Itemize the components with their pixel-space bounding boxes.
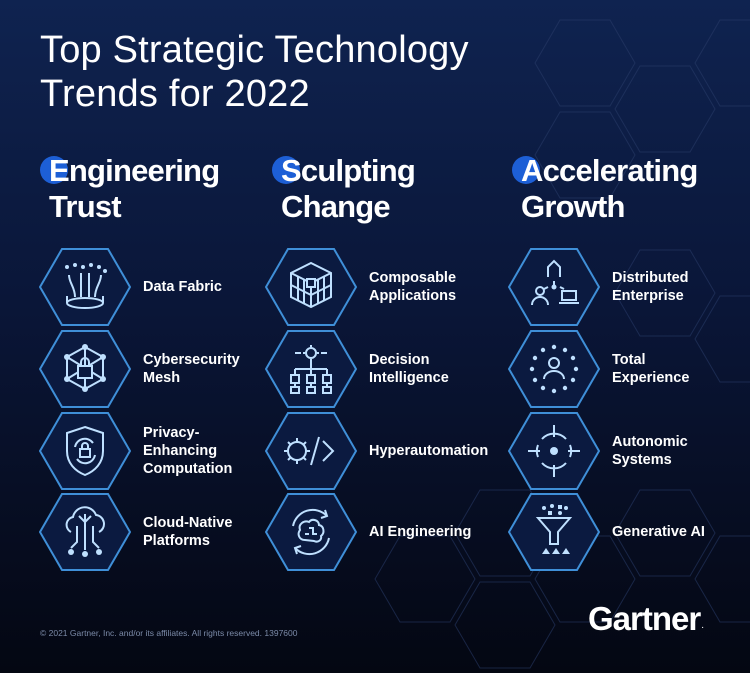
logo-mark: .	[701, 620, 704, 631]
trend-label: Cloud-Native Platforms	[143, 515, 233, 549]
title-line-2: Trends for 2022	[40, 73, 310, 115]
trend-label: Total Experience	[612, 352, 690, 386]
data-fabric-icon	[39, 248, 131, 326]
heading-line-2: Growth	[521, 189, 625, 224]
autonomic-target-icon	[508, 412, 600, 490]
gartner-logo: Gartner.	[588, 600, 704, 638]
trend-label: Decision Intelligence	[369, 352, 449, 386]
total-experience-icon	[508, 330, 600, 408]
trend-data-fabric: Data Fabric	[39, 247, 293, 327]
trend-ai-engineering: AI Engineering	[265, 492, 519, 572]
trend-label: Data Fabric	[143, 279, 222, 295]
cloud-native-icon	[39, 493, 131, 571]
trend-generative-ai: Generative AI	[508, 492, 750, 572]
generative-funnel-icon	[508, 493, 600, 571]
heading-line-1: Engineering	[49, 153, 220, 188]
trend-composable-applications: Composable Applications	[265, 247, 519, 327]
trend-distributed-enterprise: Distributed Enterprise	[508, 247, 750, 327]
trend-autonomic-systems: Autonomic Systems	[508, 411, 750, 491]
decision-tree-icon	[265, 330, 357, 408]
trend-label: Autonomic Systems	[612, 434, 688, 468]
copyright-footer: © 2021 Gartner, Inc. and/or its affiliat…	[40, 628, 298, 638]
trend-cloud-native-platforms: Cloud-Native Platforms	[39, 492, 293, 572]
heading-line-1: Accelerating	[521, 153, 698, 188]
heading-line-2: Change	[281, 189, 391, 224]
heading-accelerating-growth: Accelerating Growth	[512, 152, 698, 225]
heading-accent-dot	[512, 156, 540, 184]
trend-label: AI Engineering	[369, 524, 472, 540]
trend-privacy-enhancing-computation: Privacy- Enhancing Computation	[39, 411, 293, 491]
heading-accent-dot	[272, 156, 300, 184]
cybersecurity-mesh-icon	[39, 330, 131, 408]
trend-hyperautomation: Hyperautomation	[265, 411, 519, 491]
trend-decision-intelligence: Decision Intelligence	[265, 329, 519, 409]
trend-label: Generative AI	[612, 524, 705, 540]
heading-line-1: Sculpting	[281, 153, 416, 188]
title-line-1: Top Strategic Technology	[40, 29, 469, 71]
trend-label: Cybersecurity Mesh	[143, 352, 240, 386]
trend-cybersecurity-mesh: Cybersecurity Mesh	[39, 329, 293, 409]
trend-label: Privacy- Enhancing Computation	[143, 425, 233, 477]
ai-brain-cycle-icon	[265, 493, 357, 571]
composable-cube-icon	[265, 248, 357, 326]
logo-text: Gartner	[588, 600, 701, 637]
trend-total-experience: Total Experience	[508, 329, 750, 409]
distributed-enterprise-icon	[508, 248, 600, 326]
privacy-shield-icon	[39, 412, 131, 490]
heading-engineering-trust: Engineering Trust	[40, 152, 220, 225]
page-title: Top Strategic Technology Trends for 2022	[40, 28, 469, 116]
trend-label: Composable Applications	[369, 270, 457, 304]
trend-label: Hyperautomation	[369, 443, 489, 459]
heading-sculpting-change: Sculpting Change	[272, 152, 416, 225]
hyperautomation-gear-icon	[265, 412, 357, 490]
trend-label: Distributed Enterprise	[612, 270, 689, 304]
heading-accent-dot	[40, 156, 68, 184]
heading-line-2: Trust	[49, 189, 122, 224]
